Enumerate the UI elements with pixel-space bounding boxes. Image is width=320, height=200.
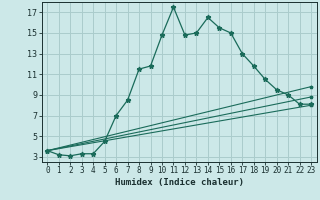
X-axis label: Humidex (Indice chaleur): Humidex (Indice chaleur) [115, 178, 244, 187]
